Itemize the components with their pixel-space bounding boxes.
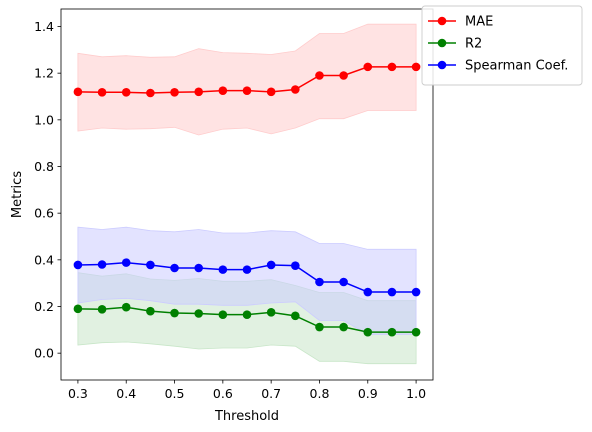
legend-marker-2 [437, 60, 447, 70]
x-tick-label: 0.7 [261, 386, 281, 401]
x-tick-label: 0.3 [68, 386, 88, 401]
data-point [315, 71, 324, 80]
data-point [242, 310, 252, 319]
y-tick-label: 0.6 [34, 206, 54, 221]
series-lines [73, 62, 421, 337]
data-point [194, 263, 203, 273]
data-point [170, 308, 179, 318]
data-point [266, 87, 276, 97]
legend-label-2: Spearman Coef. [465, 59, 568, 74]
data-point [387, 287, 397, 297]
legend-marker-1 [437, 38, 447, 48]
y-tick-label: 1.4 [34, 19, 54, 34]
data-point [121, 302, 131, 312]
data-point [411, 327, 421, 337]
x-tick-label: 0.6 [213, 386, 233, 401]
legend-label-0: MAE [465, 15, 493, 30]
legend: MAE R2 Spearman Coef. [421, 5, 583, 86]
data-point [339, 322, 348, 332]
data-point [97, 260, 107, 269]
y-axis-label: Metrics [10, 171, 25, 218]
data-point [363, 287, 373, 297]
legend-label-1: R2 [465, 37, 482, 52]
axes: 0.3 0.4 0.5 0.6 0.7 0.8 0.9 1.0 0.0 0.2 0.4 0.6 0.8 1… [10, 8, 434, 424]
legend-marker-0 [437, 16, 447, 26]
data-point [121, 258, 131, 267]
data-point [170, 88, 179, 97]
data-point [339, 71, 348, 80]
data-point [73, 260, 83, 270]
y-tick-label: 1.2 [34, 66, 54, 81]
data-point [146, 260, 155, 270]
data-point [387, 327, 397, 337]
y-tick-label: 0.4 [34, 252, 54, 267]
data-point [339, 277, 348, 287]
data-point [218, 86, 228, 95]
data-point [242, 86, 252, 95]
data-point [291, 85, 300, 94]
data-point [242, 265, 252, 274]
y-tick-label: 1.0 [34, 112, 54, 127]
data-point [218, 265, 228, 274]
y-tick-label: 0.8 [34, 159, 54, 174]
data-point [97, 305, 107, 314]
data-point [73, 304, 83, 314]
data-point [266, 260, 276, 270]
x-tick-label: 1.0 [406, 386, 426, 401]
legend-box [421, 5, 583, 86]
x-tick-label: 0.5 [165, 386, 185, 401]
data-point [315, 277, 324, 287]
data-point [218, 310, 228, 319]
plot-frame [60, 8, 434, 381]
data-point [411, 287, 421, 297]
data-point [194, 309, 203, 318]
data-point [291, 261, 300, 270]
y-tick-label: 0.0 [34, 346, 54, 361]
data-point [146, 306, 155, 316]
data-point [73, 87, 83, 97]
y-tick-label: 0.2 [34, 299, 54, 314]
data-point [315, 322, 324, 332]
data-point [121, 88, 131, 97]
data-point [194, 87, 203, 97]
x-tick-label: 0.4 [116, 386, 136, 401]
data-point [411, 62, 421, 72]
data-point [170, 263, 179, 273]
data-point [97, 88, 107, 97]
x-axis-label: Threshold [214, 409, 279, 424]
data-point [363, 327, 373, 337]
data-point [146, 88, 155, 98]
data-point [387, 62, 397, 72]
data-point [291, 311, 300, 321]
data-point [363, 62, 373, 72]
x-tick-label: 0.8 [310, 386, 330, 401]
confidence-band-0 [77, 23, 417, 136]
x-tick-label: 0.9 [358, 386, 378, 401]
data-point [266, 308, 276, 317]
